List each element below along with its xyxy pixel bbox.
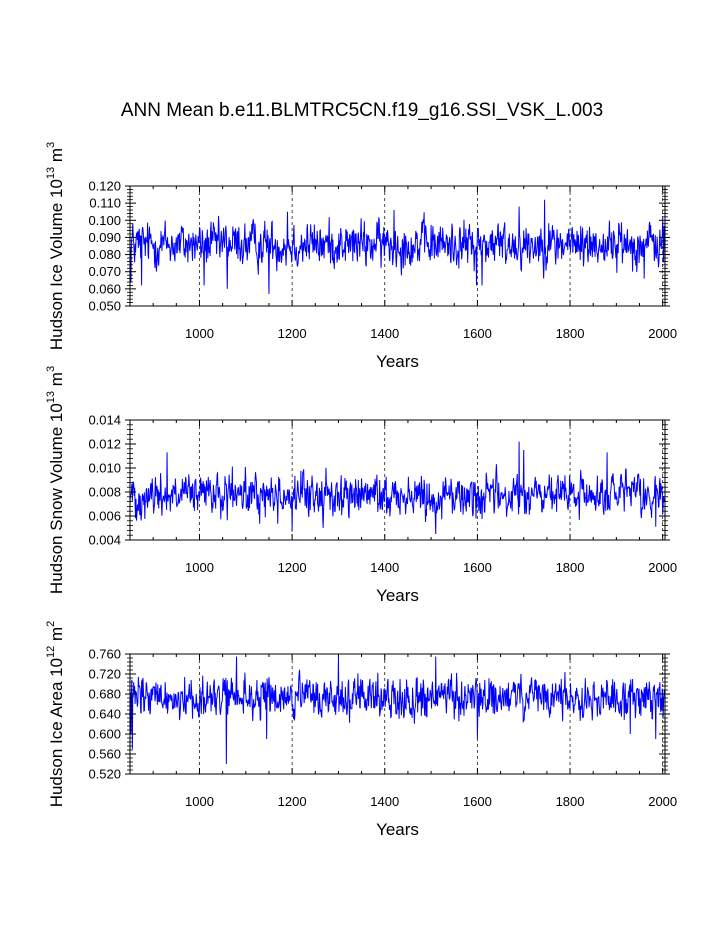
y-tick-label: 0.070 bbox=[88, 264, 121, 279]
plot-frame bbox=[129, 185, 666, 307]
y-axis-label: Hudson Ice Area 1012 m2 bbox=[45, 621, 66, 808]
x-tick-label: 1400 bbox=[370, 560, 399, 575]
hudson-ice-area-panel: 1000 1200 1400 1600 1800 2000 0.520 0.560 0.600 0… bbox=[45, 621, 677, 839]
x-tick-label: 1200 bbox=[278, 326, 307, 341]
y-tick-label: 0.004 bbox=[88, 533, 121, 548]
y-tick-label: 0.720 bbox=[88, 667, 121, 682]
hudson-snow-volume-panel: 1000 1200 1400 1600 1800 2000 0.004 0.006 0.008 0… bbox=[45, 366, 677, 605]
y-tick-label: 0.008 bbox=[88, 485, 121, 500]
x-tick-label: 1200 bbox=[278, 560, 307, 575]
y-tick-label: 0.006 bbox=[88, 509, 121, 524]
y-tick-label: 0.640 bbox=[88, 707, 121, 722]
y-tick-label: 0.100 bbox=[88, 213, 121, 228]
y-tick-label: 0.760 bbox=[88, 647, 121, 662]
y-tick-label: 0.060 bbox=[88, 281, 121, 296]
x-tick-label: 1600 bbox=[463, 794, 492, 809]
y-tick-label: 0.090 bbox=[88, 230, 121, 245]
y-tick-label: 0.012 bbox=[88, 437, 121, 452]
x-tick-label: 1400 bbox=[370, 794, 399, 809]
y-tick-label: 0.080 bbox=[88, 247, 121, 262]
x-axis-label: Years bbox=[376, 586, 419, 605]
y-axis-label: Hudson Snow Volume 1013 m3 bbox=[45, 366, 66, 594]
y-tick-label: 0.014 bbox=[88, 413, 121, 428]
x-tick-label: 2000 bbox=[648, 326, 677, 341]
x-tick-label: 1600 bbox=[463, 560, 492, 575]
panels: 1000 1200 1400 1600 1800 2000 0.050 0.060 0.070 0… bbox=[45, 142, 677, 839]
series-line-ice-area bbox=[129, 656, 666, 765]
x-axis-label: Years bbox=[376, 820, 419, 839]
x-tick-label: 1400 bbox=[370, 326, 399, 341]
hudson-ice-volume-panel: 1000 1200 1400 1600 1800 2000 0.050 0.060 0.070 0… bbox=[45, 142, 677, 371]
x-tick-label: 1000 bbox=[185, 560, 214, 575]
figure-title: ANN Mean b.e11.BLMTRC5CN.f19_g16.SSI_VSK… bbox=[121, 100, 603, 121]
x-axis-label: Years bbox=[376, 352, 419, 371]
y-tick-label: 0.560 bbox=[88, 747, 121, 762]
y-tick-label: 0.680 bbox=[88, 687, 121, 702]
y-tick-label: 0.520 bbox=[88, 767, 121, 782]
y-tick-label: 0.110 bbox=[89, 196, 121, 211]
series-line-ice-volume bbox=[129, 199, 666, 295]
x-tick-label: 1000 bbox=[185, 326, 214, 341]
x-tick-label: 1800 bbox=[556, 794, 585, 809]
series-line-snow-volume bbox=[129, 441, 666, 535]
x-tick-label: 2000 bbox=[648, 794, 677, 809]
y-axis-label: Hudson Ice Volume 1013 m3 bbox=[45, 142, 66, 350]
y-tick-label: 0.120 bbox=[88, 179, 121, 194]
x-tick-label: 1800 bbox=[556, 560, 585, 575]
x-tick-label: 1800 bbox=[556, 326, 585, 341]
x-tick-label: 1600 bbox=[463, 326, 492, 341]
x-tick-label: 1200 bbox=[278, 794, 307, 809]
y-tick-label: 0.010 bbox=[88, 461, 121, 476]
x-tick-label: 2000 bbox=[648, 560, 677, 575]
y-tick-label: 0.600 bbox=[88, 727, 121, 742]
plot-frame bbox=[129, 419, 666, 541]
x-tick-label: 1000 bbox=[185, 794, 214, 809]
y-tick-label: 0.050 bbox=[88, 299, 121, 314]
